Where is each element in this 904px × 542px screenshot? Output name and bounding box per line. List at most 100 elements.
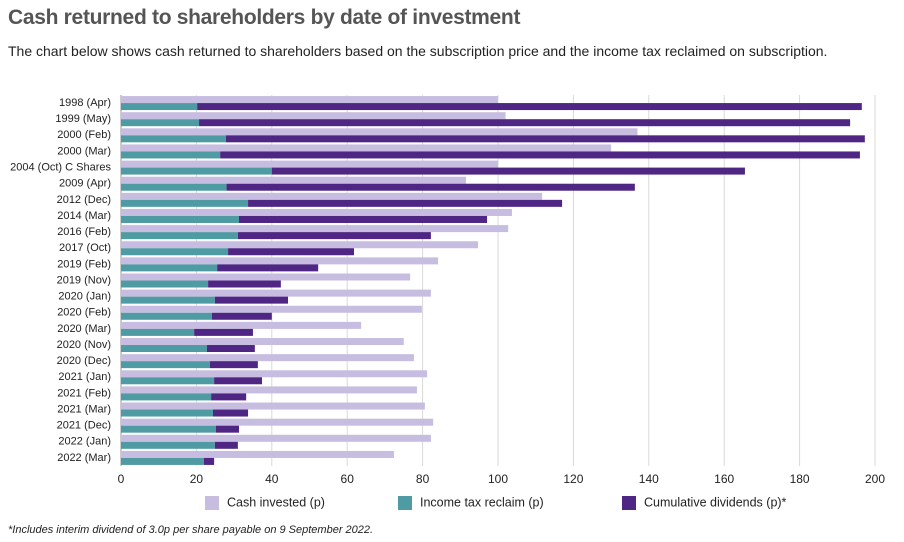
x-tick-label: 100 (488, 472, 508, 486)
bar (199, 119, 851, 127)
legend-swatch (205, 496, 219, 510)
y-tick-label: 2019 (Nov) (57, 274, 111, 286)
y-tick-label: 2000 (Feb) (57, 129, 111, 141)
bar (121, 425, 217, 433)
bar (121, 377, 215, 385)
y-tick-label: 2016 (Feb) (57, 226, 111, 238)
bar (203, 457, 215, 465)
y-tick-label: 2004 (Oct) C Shares (10, 161, 111, 173)
footnote: *Includes interim dividend of 3.0p per s… (8, 524, 374, 536)
y-tick-label: 2020 (Jan) (58, 291, 111, 303)
legend-swatch (622, 496, 636, 510)
bar (121, 248, 229, 256)
bar (214, 377, 262, 385)
bar (239, 215, 488, 223)
chart: 0 20 40 60 80 100 120 140 160 180 200 1998 (Apr) 199… (10, 95, 885, 510)
y-tick-label: 2000 (Mar) (57, 145, 111, 157)
bar (121, 144, 612, 152)
bar (121, 257, 439, 265)
bar (121, 151, 221, 159)
bar (217, 264, 319, 272)
bar (121, 167, 272, 175)
bar (121, 441, 215, 449)
y-tick-label: 2017 (Oct) (59, 242, 111, 254)
y-tick-label: 2021 (Mar) (57, 403, 111, 415)
bar (121, 338, 404, 346)
y-tick-label: 2021 (Jan) (58, 371, 111, 383)
bar (121, 103, 198, 111)
x-tick-label: 140 (639, 472, 659, 486)
bar (271, 167, 745, 175)
y-tick-label: 1998 (Apr) (59, 97, 111, 109)
y-tick-label: 1999 (May) (55, 113, 111, 125)
bar (121, 289, 431, 297)
legend-swatch (398, 496, 412, 510)
x-tick-label: 200 (865, 472, 885, 486)
bar (197, 103, 862, 111)
y-tick-label: 2020 (Nov) (57, 339, 111, 351)
y-tick-label: 2020 (Dec) (57, 355, 111, 367)
bar (121, 296, 215, 304)
bar (194, 328, 253, 336)
bar (121, 135, 226, 143)
bar (121, 457, 204, 465)
bar (226, 183, 635, 191)
bar (211, 312, 272, 320)
bar (121, 361, 210, 369)
bar (121, 305, 422, 313)
bar (214, 296, 289, 304)
y-tick-label: 2021 (Dec) (57, 420, 111, 432)
bar (121, 386, 417, 394)
y-tick-label: 2021 (Feb) (57, 387, 111, 399)
bar (121, 280, 209, 288)
y-tick-label: 2020 (Mar) (57, 323, 111, 335)
bar (121, 321, 362, 329)
bar (206, 345, 255, 353)
bar (121, 232, 238, 240)
x-tick-label: 0 (118, 472, 125, 486)
y-tick-label: 2020 (Feb) (57, 307, 111, 319)
bar (121, 354, 414, 362)
bar (228, 248, 354, 256)
bar (121, 328, 195, 336)
bar (216, 425, 240, 433)
y-tick-label: 2009 (Apr) (59, 178, 111, 190)
bar (211, 393, 247, 401)
bar (121, 176, 466, 184)
legend-label: Cumulative dividends (p)* (644, 495, 787, 509)
y-tick-label: 2019 (Feb) (57, 258, 111, 270)
bar (121, 312, 212, 320)
bar (121, 192, 543, 200)
legend-label: Income tax reclaim (p) (420, 495, 544, 509)
bar (121, 119, 200, 127)
bar (121, 96, 498, 104)
bar (121, 199, 249, 207)
bar (121, 409, 213, 417)
bar (225, 135, 865, 143)
x-tick-label: 40 (265, 472, 279, 486)
y-tick-label: 2022 (Mar) (57, 452, 111, 464)
bar (208, 280, 281, 288)
x-tick-label: 120 (563, 472, 583, 486)
bar (209, 361, 258, 369)
bar (121, 345, 207, 353)
x-tick-label: 160 (714, 472, 734, 486)
bar (121, 434, 431, 442)
bar (121, 264, 218, 272)
bar (121, 112, 506, 120)
chart-title: Cash returned to shareholders by date of… (8, 6, 521, 29)
y-tick-label: 2012 (Dec) (57, 194, 111, 206)
bar (214, 441, 238, 449)
bar (237, 232, 431, 240)
bar (220, 151, 860, 159)
y-tick-label: 2022 (Jan) (58, 436, 111, 448)
bar (248, 199, 563, 207)
bar (121, 128, 638, 136)
x-tick-label: 80 (416, 472, 430, 486)
x-tick-label: 60 (341, 472, 355, 486)
bar (121, 402, 425, 410)
legend-label: Cash invested (p) (227, 495, 325, 509)
bar (121, 418, 434, 426)
y-tick-label: 2014 (Mar) (57, 210, 111, 222)
